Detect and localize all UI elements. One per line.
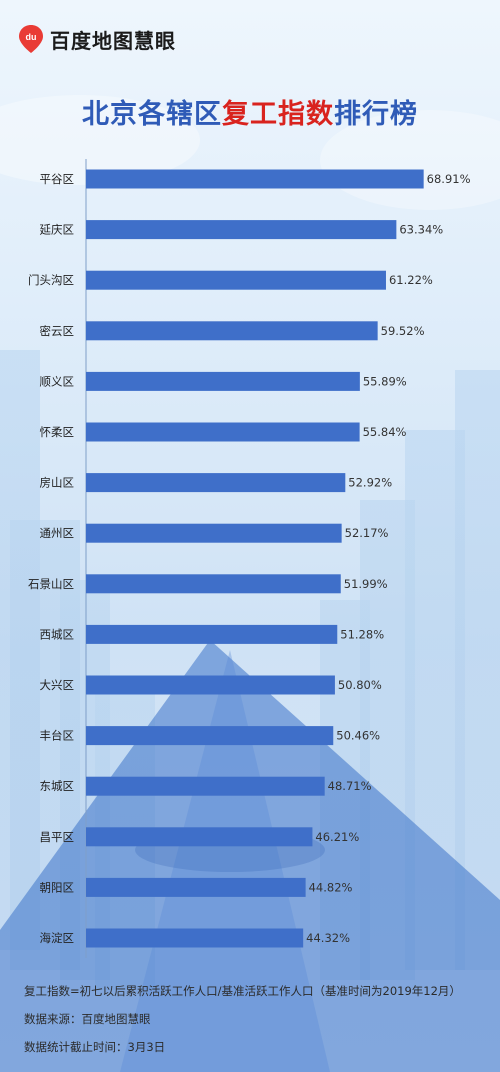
category-label: 西城区 (40, 627, 75, 641)
category-label: 石景山区 (28, 577, 74, 591)
value-label: 44.82% (309, 880, 353, 894)
bar (86, 473, 346, 493)
brand-name: 百度地图慧眼 (50, 28, 176, 53)
category-label: 密云区 (40, 324, 75, 338)
category-label: 大兴区 (40, 678, 75, 692)
baidu-map-pin-icon: du (19, 25, 43, 53)
value-label: 46.21% (315, 830, 359, 844)
bar (86, 220, 397, 240)
value-label: 44.32% (306, 931, 350, 945)
footer-cutoff: 数据统计截止时间：3月3日 (24, 1040, 166, 1054)
bar (86, 523, 342, 543)
header: du 百度地图慧眼 (18, 24, 176, 54)
category-label: 东城区 (40, 779, 75, 793)
bar (86, 624, 338, 644)
bar (86, 776, 325, 796)
bar (86, 726, 334, 746)
logo-text: du (26, 32, 37, 42)
bar-chart: 平谷区 68.91% 延庆区 63.34% 门头沟区 61.22% 密云区 59.52% 顺义区… (28, 159, 471, 958)
category-label: 房山区 (40, 476, 75, 490)
bar (86, 422, 360, 442)
value-label: 61.22% (389, 273, 433, 287)
bar (86, 675, 335, 695)
category-label: 延庆区 (40, 223, 75, 237)
value-label: 63.34% (399, 223, 443, 237)
page-title: 北京各辖区复工指数排行榜 (0, 92, 500, 131)
category-label: 顺义区 (40, 374, 75, 388)
value-label: 51.28% (340, 627, 384, 641)
value-label: 48.71% (328, 779, 372, 793)
category-label: 通州区 (40, 526, 75, 540)
bar (86, 321, 378, 341)
value-label: 52.92% (348, 476, 392, 490)
value-label: 68.91% (427, 172, 471, 186)
category-label: 平谷区 (40, 172, 75, 186)
value-label: 55.84% (363, 425, 407, 439)
bar (86, 877, 306, 897)
category-label: 海淀区 (40, 931, 75, 945)
value-label: 50.46% (336, 729, 380, 743)
bar (86, 270, 386, 290)
category-label: 昌平区 (40, 830, 75, 844)
title-part1: 北京各辖区 (82, 99, 222, 130)
bar (86, 169, 424, 189)
title-part2: 复工指数 (222, 99, 334, 130)
value-label: 59.52% (381, 324, 425, 338)
bar (86, 928, 304, 948)
category-label: 丰台区 (40, 729, 75, 743)
footer-definition: 复工指数=初七以后累积活跃工作人口/基准活跃工作人口（基准时间为2019年12月… (24, 984, 461, 998)
bar (86, 827, 313, 847)
title-part3: 排行榜 (334, 99, 418, 130)
footer-source: 数据来源：百度地图慧眼 (24, 1012, 151, 1026)
value-label: 52.17% (345, 526, 389, 540)
value-label: 50.80% (338, 678, 382, 692)
category-label: 怀柔区 (40, 425, 75, 439)
bar (86, 371, 360, 391)
category-label: 朝阳区 (40, 880, 75, 894)
value-label: 55.89% (363, 374, 407, 388)
bar (86, 574, 341, 594)
category-label: 门头沟区 (28, 273, 74, 287)
value-label: 51.99% (344, 577, 388, 591)
